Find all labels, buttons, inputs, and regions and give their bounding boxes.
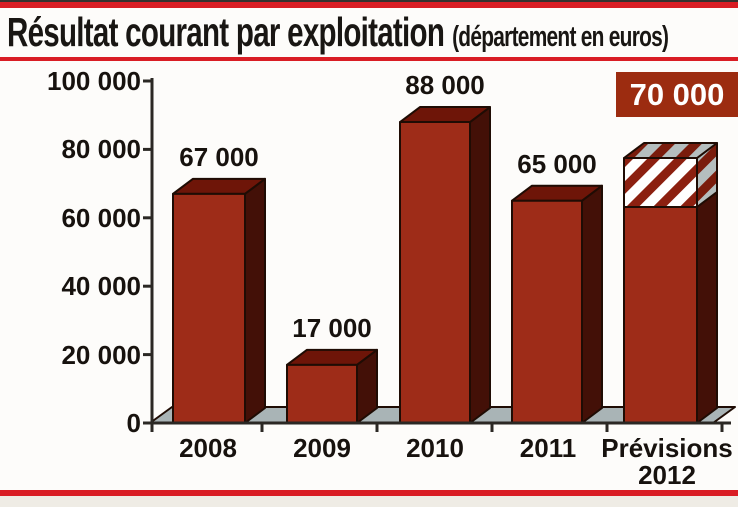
x-category-label: Prévisions: [601, 433, 733, 463]
bar-value-label: 65 000: [517, 148, 597, 179]
y-tick-label: 0: [126, 408, 141, 438]
bar-value-label: 88 000: [405, 70, 485, 101]
top-hairline: [0, 0, 738, 2]
forecast-value-badge: 70 000: [616, 72, 738, 117]
bar-value-label: 67 000: [179, 141, 259, 172]
y-tick-label: 80 000: [61, 134, 141, 165]
chart-title-main: Résultat courant par exploitation: [7, 9, 445, 55]
x-category-label: 2010: [406, 433, 464, 463]
bottom-red-border: [0, 490, 738, 496]
x-category-label: 2012: [638, 460, 696, 490]
y-tick-label: 40 000: [61, 271, 141, 302]
top-red-border: [0, 2, 738, 8]
x-category-label: 2009: [293, 433, 351, 463]
x-category-label: 2011: [519, 433, 577, 463]
y-tick-label: 100 000: [47, 66, 141, 96]
chart-title-subtitle: (département en euros): [452, 21, 669, 53]
bottom-margin-strip: [0, 496, 738, 507]
chart-title: Résultat courant par exploitation (dépar…: [7, 9, 669, 55]
x-category-label: 2008: [179, 433, 237, 463]
title-underline-red-border: [0, 57, 738, 61]
y-tick-label: 20 000: [61, 339, 141, 370]
y-tick-label: 60 000: [61, 202, 141, 233]
forecast-bar-hatched-segment: [623, 157, 698, 208]
bar-value-label: 17 000: [292, 312, 372, 343]
